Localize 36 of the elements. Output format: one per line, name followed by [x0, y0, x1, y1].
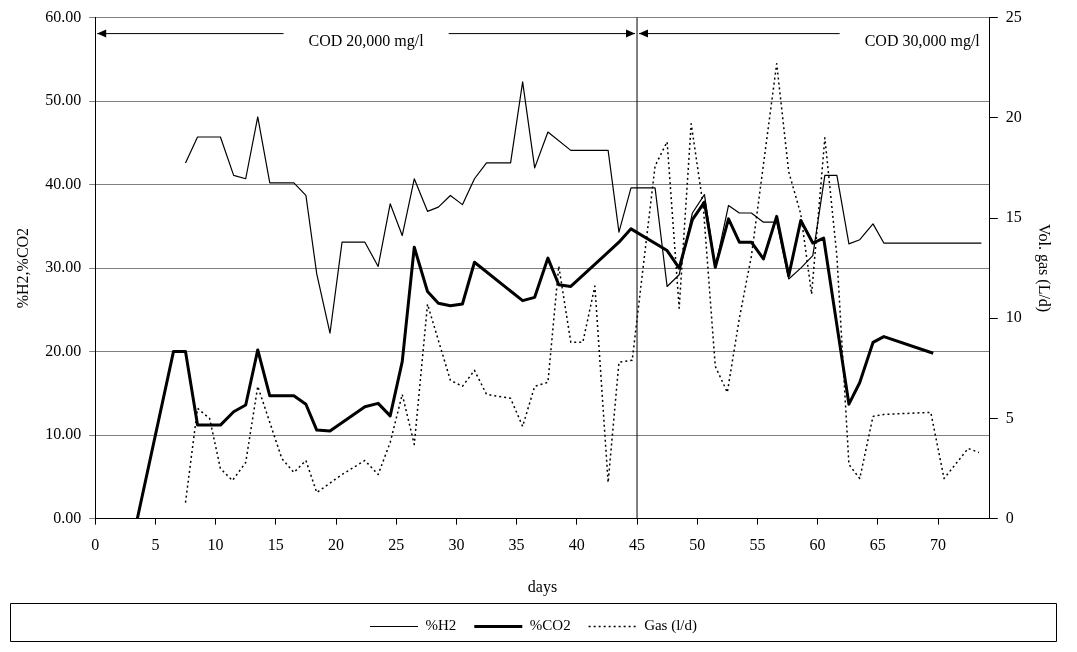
x-axis-title: days	[527, 577, 558, 596]
y-tick-label: 0.00	[53, 508, 82, 526]
x-tick-label: 0	[91, 536, 100, 554]
x-tick-label: 10	[207, 536, 224, 554]
y-tick-label: 50.00	[45, 91, 82, 109]
y2-axis-title: Vol. gas (L/d)	[1035, 224, 1054, 313]
y-tick-label: 40.00	[45, 174, 82, 192]
y2-tick-label: 0	[1005, 508, 1014, 526]
legend-label: %CO2	[529, 617, 571, 634]
x-tick-label: 70	[930, 536, 947, 554]
y-axis-title: %H2,%CO2	[13, 227, 31, 309]
legend-label: %H2	[425, 617, 457, 634]
x-tick-label: 50	[689, 536, 706, 554]
y2-tick-label: 15	[1005, 208, 1022, 226]
y-tick-label: 10.00	[45, 425, 82, 443]
x-tick-label: 30	[448, 536, 465, 554]
x-tick-label: 15	[267, 536, 284, 554]
y2-tick-label: 25	[1005, 7, 1022, 25]
y2-tick-label: 20	[1005, 108, 1022, 125]
y2-tick-label: 5	[1005, 408, 1014, 426]
x-tick-label: 25	[388, 536, 405, 554]
x-tick-label: 20	[328, 536, 345, 554]
x-tick-label: 65	[869, 536, 886, 554]
y2-tick-label: 10	[1005, 308, 1022, 326]
y-tick-label: 60.00	[45, 7, 82, 25]
x-tick-label: 55	[749, 536, 766, 554]
y-tick-label: 30.00	[45, 258, 82, 276]
y-tick-label: 20.00	[45, 341, 82, 359]
x-tick-label: 60	[809, 536, 826, 554]
annotation: COD 30,000 mg/l	[864, 31, 981, 50]
x-tick-label: 5	[151, 536, 160, 554]
x-tick-label: 45	[629, 536, 646, 554]
x-tick-label: 35	[508, 536, 525, 554]
legend-label: Gas (l/d)	[644, 617, 698, 635]
annotation: COD 20,000 mg/l	[308, 31, 425, 50]
x-tick-label: 40	[568, 536, 585, 554]
